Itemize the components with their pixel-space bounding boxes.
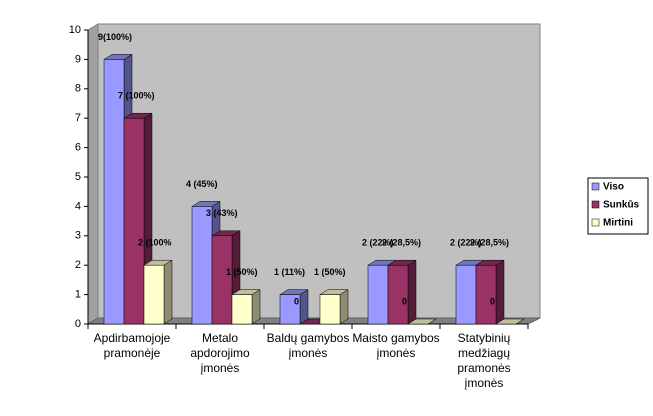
value-label: 4 (45%) (186, 179, 218, 189)
bar (319, 294, 341, 325)
y-tick-label: 4 (75, 200, 81, 212)
bar (211, 235, 233, 325)
bar-side (299, 289, 309, 325)
bar-top (407, 318, 437, 325)
legend-label: Viso (603, 182, 624, 193)
x-tick-label: Statybinių medžiagų pramonės įmonės (457, 331, 511, 390)
y-tick-label: 2 (75, 259, 81, 271)
bar-side (339, 289, 349, 325)
value-label: 9(100%) (98, 32, 132, 42)
x-tick-label: Metalo apdorojimo įmonės (190, 331, 250, 375)
bar (475, 264, 497, 325)
bar-side (407, 259, 417, 325)
x-tick-label: Maisto gamybos įmonės (352, 331, 440, 360)
y-tick-label: 3 (75, 230, 81, 242)
bar (143, 264, 165, 325)
value-label: 2 (28,5%) (382, 238, 421, 248)
bar (191, 206, 213, 325)
bar (231, 294, 253, 325)
legend-label: Sunkūs (603, 200, 640, 211)
value-label: 1 (50%) (314, 267, 346, 277)
legend-swatch (591, 182, 600, 191)
bar-side (495, 259, 505, 325)
value-label: 0 (294, 296, 299, 306)
bar-side (251, 289, 261, 325)
value-label: 1 (50%) (226, 267, 258, 277)
value-label: 7 (100%) (118, 91, 155, 101)
value-label: 2 (22%) (362, 238, 394, 248)
y-tick-label: 0 (75, 318, 81, 330)
x-tick-label: Apdirbamojoje pramonėje (93, 331, 171, 360)
side-wall (87, 23, 99, 325)
y-tick-label: 10 (69, 24, 81, 36)
legend-swatch (591, 218, 600, 227)
bar (123, 117, 145, 325)
value-label: 2 (28,5%) (470, 238, 509, 248)
bar (367, 264, 389, 325)
y-tick-label: 7 (75, 112, 81, 124)
value-label: 2 (100% (138, 238, 172, 248)
value-label: 3 (43%) (206, 208, 238, 218)
value-label: 0 (402, 296, 407, 306)
bar (455, 264, 477, 325)
value-label: 1 (11%) (274, 267, 305, 277)
bar (387, 264, 409, 325)
bar-top (495, 318, 525, 325)
bar (279, 294, 301, 325)
legend-label: Mirtini (603, 218, 633, 229)
legend-swatch (591, 200, 600, 209)
value-label: 2 (22%) (450, 238, 482, 248)
bar-side (163, 259, 173, 325)
y-tick-label: 6 (75, 142, 81, 154)
value-label: 0 (490, 296, 495, 306)
y-tick-label: 5 (75, 171, 81, 183)
y-tick-label: 9 (75, 53, 81, 65)
y-tick-label: 8 (75, 83, 81, 95)
x-tick-label: Baldų gamybos įmonės (266, 331, 350, 360)
y-tick-label: 1 (75, 289, 81, 301)
